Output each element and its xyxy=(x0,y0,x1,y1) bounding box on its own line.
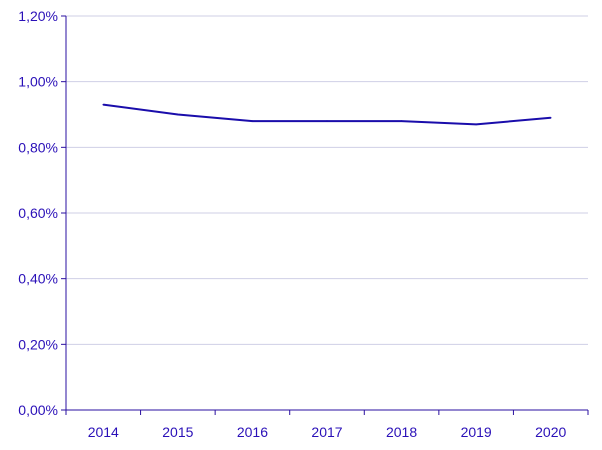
y-tick-label: 1,20% xyxy=(18,8,58,24)
data-point xyxy=(400,120,403,122)
axes xyxy=(61,15,589,415)
data-point xyxy=(251,120,254,122)
data-point xyxy=(177,113,179,116)
tick-labels: 0,00% 0,20% 0,40% 0,60% 0,80% 1,00% 1,20% 2014 2… xyxy=(18,8,566,440)
y-tick-label: 0,60% xyxy=(18,205,58,221)
y-tick-label: 1,00% xyxy=(18,74,58,90)
x-tick-label: 2016 xyxy=(237,424,268,440)
y-tick-label: 0,20% xyxy=(18,336,58,352)
y-tick-label: 0,80% xyxy=(18,139,58,155)
data-point xyxy=(549,116,552,119)
gridlines xyxy=(66,15,588,345)
x-tick-label: 2017 xyxy=(311,424,342,440)
y-tick-label: 0,40% xyxy=(18,271,58,287)
data-point xyxy=(475,123,477,126)
x-tick-label: 2015 xyxy=(162,424,193,440)
x-tick-label: 2018 xyxy=(386,424,417,440)
y-tick-label: 0,00% xyxy=(18,402,58,418)
series xyxy=(102,103,552,126)
x-tick-label: 2020 xyxy=(535,424,566,440)
data-point xyxy=(326,120,328,122)
x-tick-label: 2014 xyxy=(88,424,119,440)
data-point xyxy=(102,103,105,106)
x-tick-label: 2019 xyxy=(461,424,492,440)
